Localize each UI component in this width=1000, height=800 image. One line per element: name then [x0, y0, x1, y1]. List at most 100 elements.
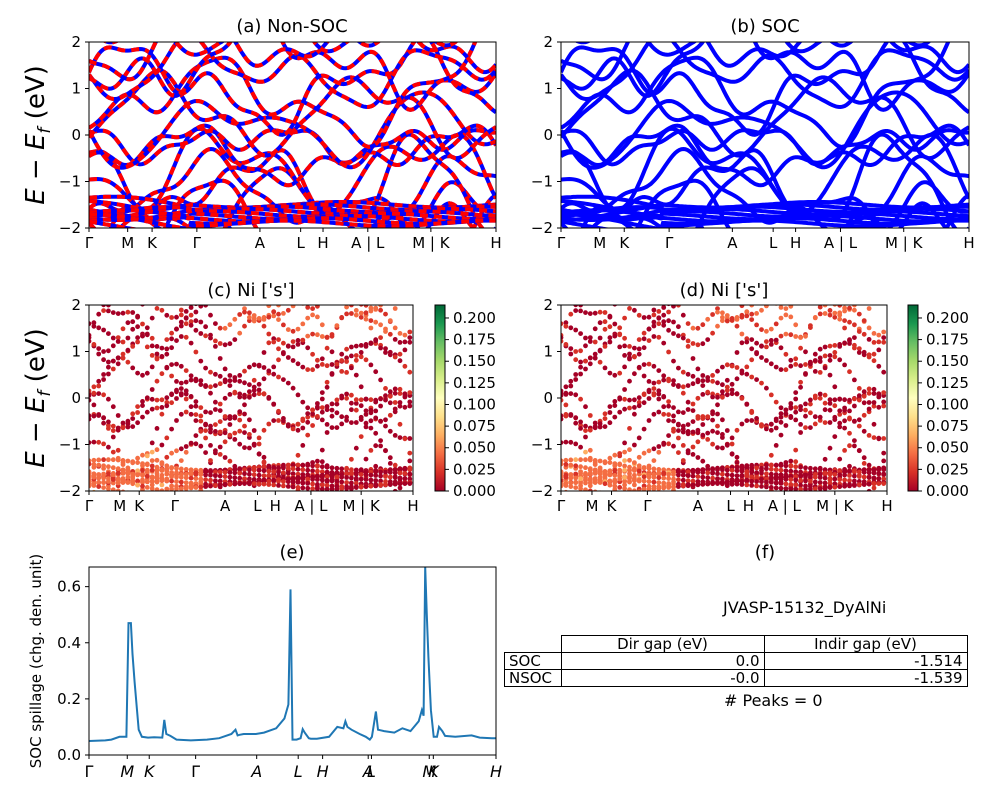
band-point	[354, 516, 359, 521]
band-point	[578, 348, 583, 354]
band-point	[837, 408, 843, 414]
band-point	[734, 323, 740, 329]
band-point	[120, 326, 126, 332]
band-point	[842, 483, 847, 489]
band-point	[710, 312, 715, 317]
band-point	[573, 496, 578, 501]
band-point	[651, 312, 657, 318]
band-point	[101, 305, 106, 308]
band-point	[217, 381, 223, 387]
band-point	[334, 479, 340, 484]
band-point	[120, 339, 126, 345]
band-point	[174, 396, 179, 401]
band-point	[96, 457, 102, 463]
band-point	[768, 326, 774, 332]
band-point	[213, 525, 218, 530]
band-point	[788, 482, 794, 487]
band-point	[189, 503, 194, 508]
band-point	[680, 458, 686, 463]
band-point	[271, 364, 277, 370]
band-point	[339, 369, 345, 374]
band-point	[295, 421, 301, 427]
band-point	[130, 279, 135, 284]
band-point	[320, 525, 325, 530]
band-point	[344, 480, 349, 485]
band-point	[734, 454, 740, 460]
band-point	[330, 512, 335, 517]
band-point	[149, 486, 155, 491]
ylabel-row1: E − Ef (eV)	[21, 65, 55, 205]
band-point	[388, 500, 393, 505]
band-point	[651, 411, 657, 417]
band-point	[837, 316, 843, 322]
band-point	[188, 305, 194, 310]
band-point	[822, 400, 828, 406]
band-point	[256, 316, 262, 321]
band-point	[587, 478, 593, 483]
band-point	[106, 308, 111, 314]
band-point	[705, 500, 710, 505]
band-point	[407, 467, 413, 473]
band-point	[583, 310, 588, 315]
band-point	[871, 403, 877, 409]
band-point	[822, 353, 828, 359]
band-point	[578, 457, 583, 463]
band-point	[378, 473, 383, 479]
band-point	[842, 407, 847, 413]
band-point	[764, 479, 769, 485]
band-point	[866, 433, 872, 438]
band-point	[334, 465, 340, 471]
band-point	[378, 335, 383, 340]
band-point	[764, 305, 769, 309]
band-point	[271, 418, 277, 423]
band-point	[159, 405, 165, 410]
band-point	[837, 456, 843, 462]
band-point	[353, 481, 359, 486]
band-point	[208, 472, 213, 478]
band-point	[817, 311, 823, 317]
band-point	[324, 363, 330, 369]
xtick-label: K	[428, 762, 440, 781]
panel-b-title: (b) SOC	[730, 16, 799, 37]
band-point	[724, 377, 730, 383]
band-point	[876, 347, 882, 353]
xtick-label: Γ	[85, 762, 94, 781]
band-point	[685, 478, 691, 484]
band-point	[563, 384, 569, 390]
band-line	[89, 55, 496, 149]
band-point	[636, 395, 642, 401]
band-point	[373, 443, 379, 449]
band-point	[871, 470, 877, 476]
band-point	[818, 296, 823, 301]
band-point	[861, 469, 867, 475]
band-point	[339, 421, 345, 427]
band-point	[242, 445, 247, 450]
band-point	[392, 354, 398, 360]
band-point	[208, 335, 213, 341]
band-point	[144, 485, 150, 490]
band-point	[392, 470, 398, 476]
band-point	[871, 467, 877, 472]
band-point	[661, 503, 666, 508]
band-point	[602, 416, 608, 421]
band-point	[592, 479, 598, 484]
band-point	[641, 315, 647, 320]
band-point	[213, 344, 218, 349]
band-point	[656, 444, 662, 449]
band-point	[852, 438, 857, 443]
xtick-label: Γ	[85, 234, 94, 252]
band-point	[852, 482, 857, 488]
band-point	[602, 326, 608, 332]
band-point	[178, 307, 184, 313]
band-point	[407, 369, 413, 375]
band-point	[353, 445, 359, 451]
band-point	[680, 443, 686, 448]
band-point	[573, 441, 579, 447]
band-point	[89, 335, 92, 340]
band-point	[773, 399, 779, 405]
band-point	[383, 417, 388, 423]
band-point	[612, 305, 618, 307]
band-point	[397, 351, 403, 357]
band-point	[383, 386, 388, 391]
band-point	[734, 468, 740, 474]
